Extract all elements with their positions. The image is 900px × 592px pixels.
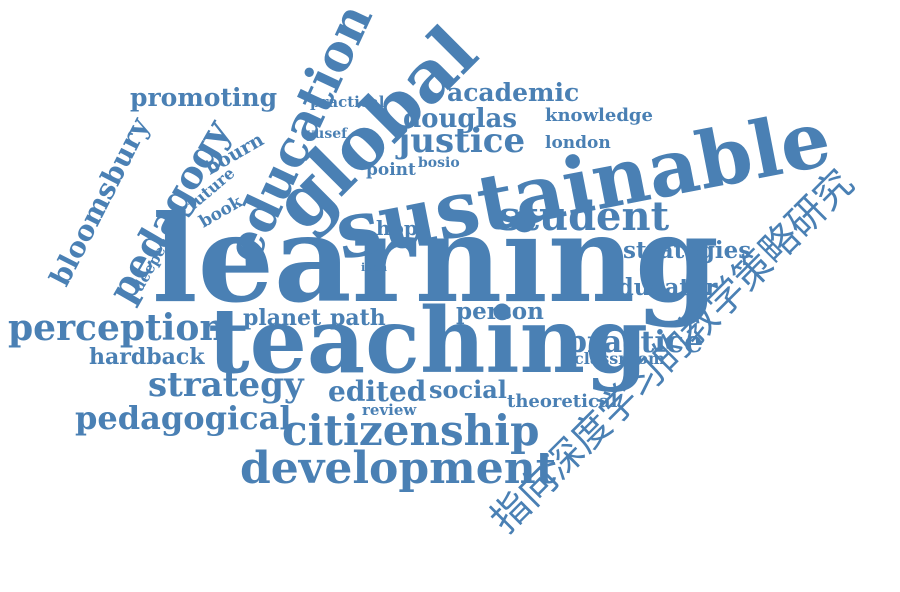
word-learning: learning: [152, 189, 719, 330]
word-citizenship: citizenship: [282, 406, 540, 455]
word-development: development: [240, 443, 557, 494]
word-london: london: [545, 133, 611, 153]
word-isbn: isbn: [361, 261, 388, 274]
word-classroom: classroom: [574, 349, 665, 368]
word-edited: edited: [328, 375, 427, 408]
word-planet: planet: [243, 305, 322, 331]
word-strategies: strategies: [623, 237, 752, 264]
word-perception: perception: [8, 307, 226, 349]
word-educator: educator: [603, 274, 718, 301]
word-promoting: promoting: [130, 83, 278, 112]
word-social: social: [429, 375, 507, 404]
word-bosio: bosio: [418, 155, 460, 171]
word-pedagogical: pedagogical: [75, 399, 292, 437]
word-practice: practice: [566, 325, 704, 360]
word-douglas: douglas: [403, 104, 517, 134]
word-review: review: [362, 401, 417, 419]
word-practical: practical: [310, 93, 385, 111]
word-teaching: teaching: [208, 288, 648, 394]
word-path: path: [330, 305, 386, 331]
word-hardback: hardback: [89, 344, 205, 370]
word-student: student: [498, 193, 670, 240]
word-justice: justice: [398, 121, 526, 161]
word-person: person: [456, 298, 544, 325]
word-academic: academic: [447, 78, 580, 107]
word-strategy: strategy: [148, 365, 304, 405]
word-yusef: yusef: [306, 126, 348, 142]
word-hope: hope: [376, 216, 431, 240]
word-knowledge: knowledge: [545, 105, 653, 126]
word-theoretical: theoretical: [507, 391, 618, 412]
word-point: point: [366, 160, 416, 180]
